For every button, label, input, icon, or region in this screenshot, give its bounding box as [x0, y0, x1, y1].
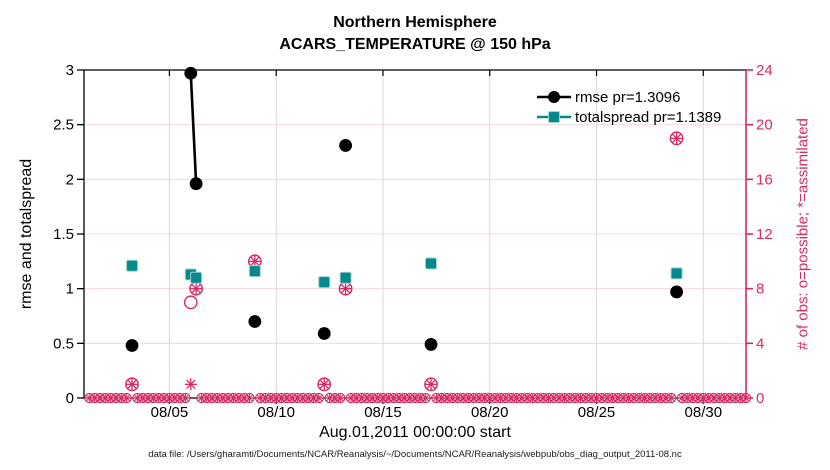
tick-label: 2 [66, 171, 74, 188]
legend-label-totalspread: totalspread pr=1.1389 [575, 108, 722, 126]
chart-title: Northern Hemisphere [333, 14, 497, 31]
rmse-line-circle-icon [537, 91, 571, 103]
tick-label: 4 [756, 335, 764, 352]
tick-label: 08/05 [151, 404, 189, 421]
obs-assimilated-markers [126, 132, 683, 391]
tick-label: 08/25 [578, 404, 616, 421]
legend: rmse pr=1.3096 totalspread pr=1.1389 [536, 87, 721, 127]
legend-label-rmse: rmse pr=1.3096 [575, 88, 681, 106]
tick-label: 8 [756, 281, 764, 298]
right-y-axis-label: # of obs: o=possible; *=assimilated [794, 118, 812, 350]
tick-label: 3 [66, 62, 74, 79]
tick-label: 12 [756, 226, 773, 243]
chart-title-block: Northern Hemisphere ACARS_TEMPERATURE @ … [84, 12, 746, 56]
left-y-axis-label: rmse and totalspread [18, 158, 35, 310]
tick-label: 24 [756, 62, 773, 79]
tick-label: 16 [756, 171, 773, 188]
legend-item-rmse: rmse pr=1.3096 [536, 87, 721, 107]
tick-label: 0 [756, 390, 764, 407]
tick-label: 1 [66, 281, 74, 298]
x-axis-label: Aug.01,2011 00:00:00 start [319, 424, 511, 441]
tick-label: 08/15 [364, 404, 402, 421]
rmse-series [125, 66, 683, 352]
tick-label: 2.5 [53, 117, 74, 134]
data-file-caption: data file: /Users/gharamti/Documents/NCA… [148, 449, 682, 460]
tick-label: 0.5 [53, 335, 74, 352]
totalspread-series [126, 257, 683, 289]
obs-possible-markers [125, 131, 684, 392]
tick-label: 08/20 [471, 404, 509, 421]
chart-subtitle: ACARS_TEMPERATURE @ 150 hPa [279, 36, 551, 53]
tick-label: 0 [66, 390, 74, 407]
tick-label: 08/30 [685, 404, 723, 421]
totalspread-line-square-icon [537, 111, 571, 123]
obs-zero-row-markers [84, 392, 752, 404]
tick-label: 20 [756, 117, 773, 134]
tick-label: 1.5 [53, 226, 74, 243]
legend-item-totalspread: totalspread pr=1.1389 [536, 107, 721, 127]
tick-label: 08/10 [257, 404, 295, 421]
